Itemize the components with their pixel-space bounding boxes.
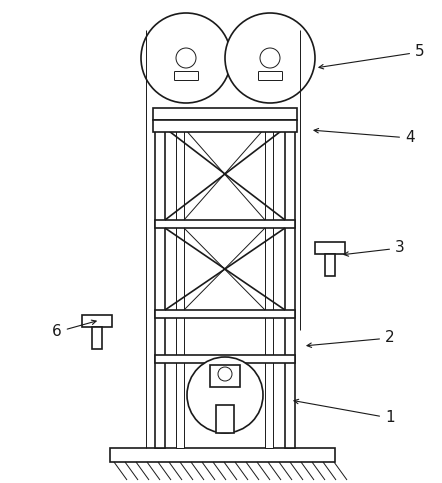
Bar <box>285 128 295 448</box>
Text: 2: 2 <box>307 330 395 347</box>
Bar <box>155 120 295 128</box>
Text: 3: 3 <box>344 241 405 256</box>
Bar <box>176 128 184 448</box>
Circle shape <box>218 367 232 381</box>
Bar <box>216 405 234 433</box>
Circle shape <box>141 13 231 103</box>
Text: 6: 6 <box>52 320 96 340</box>
Bar <box>265 128 273 448</box>
Bar <box>155 128 165 448</box>
Bar <box>315 242 345 254</box>
Text: 5: 5 <box>319 44 425 69</box>
Bar <box>153 108 297 120</box>
Bar <box>155 220 295 228</box>
Bar <box>153 120 297 132</box>
Circle shape <box>176 48 196 68</box>
Bar <box>325 254 335 276</box>
Bar <box>210 365 240 387</box>
Bar <box>92 327 102 349</box>
Circle shape <box>260 48 280 68</box>
Bar <box>155 310 295 318</box>
Bar <box>110 448 335 462</box>
Bar <box>155 355 295 363</box>
Text: 4: 4 <box>314 128 415 145</box>
Text: 1: 1 <box>294 399 395 426</box>
Circle shape <box>187 357 263 433</box>
Circle shape <box>225 13 315 103</box>
Bar <box>82 315 112 327</box>
